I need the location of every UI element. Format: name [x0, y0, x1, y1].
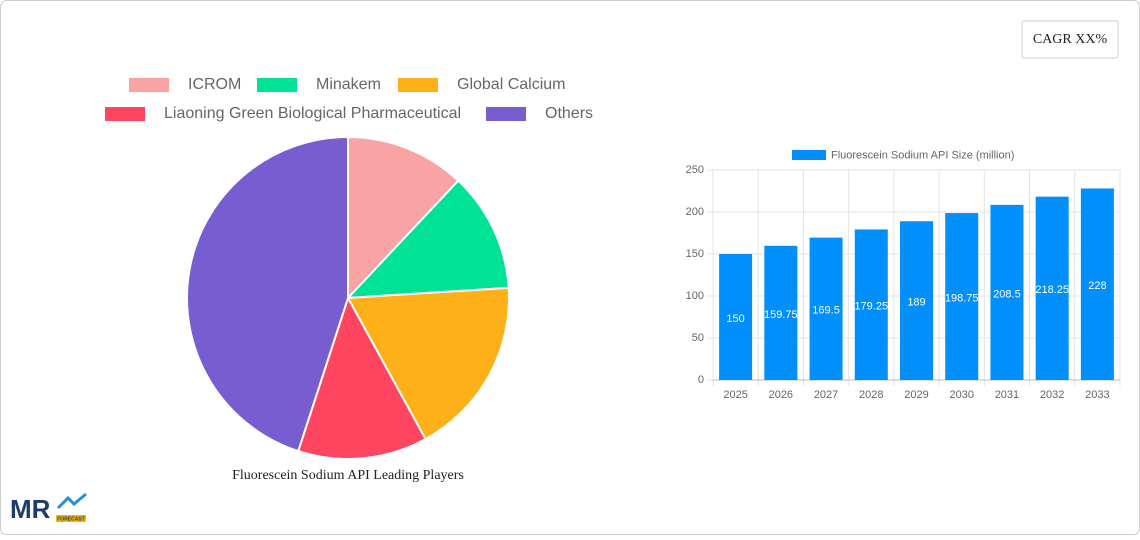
- bar-value-label: 198.75: [945, 292, 979, 304]
- y-tick-label: 0: [698, 374, 704, 386]
- pie-slice: [347, 135, 460, 301]
- x-tick-label: 2025: [723, 389, 747, 401]
- legend-label: Fluorescein Sodium API Size (million): [831, 149, 1014, 161]
- pie-slice: [186, 135, 349, 453]
- legend-swatch: [398, 78, 438, 92]
- pie-slice: [345, 179, 510, 300]
- logo-tagline: FORECAST: [57, 516, 85, 522]
- bar: [945, 213, 979, 380]
- bar: [764, 245, 798, 380]
- x-tick-label: 2033: [1085, 389, 1109, 401]
- bar: [1035, 196, 1069, 380]
- logo-text: MR: [10, 494, 51, 524]
- bar-value-label: 169.5: [812, 305, 840, 317]
- legend-label: Global Calcium: [457, 76, 565, 93]
- x-tick-label: 2026: [769, 389, 793, 401]
- legend-label: ICROM: [188, 76, 241, 93]
- bar-value-label: 179.25: [854, 301, 888, 313]
- legend-label: Others: [545, 105, 593, 122]
- bar: [1080, 188, 1114, 380]
- legend-label: Liaoning Green Biological Pharmaceutical: [164, 105, 461, 122]
- bar: [990, 204, 1024, 380]
- bar: [809, 237, 843, 380]
- legend-swatch: [486, 107, 526, 121]
- bar-value-label: 189: [907, 297, 925, 309]
- bar-value-label: 218.25: [1035, 284, 1069, 296]
- pie-slice: [346, 286, 510, 441]
- bar-value-label: 228: [1088, 280, 1106, 292]
- legend-swatch: [257, 78, 297, 92]
- y-tick-label: 100: [686, 290, 704, 302]
- logo-band: [56, 515, 86, 522]
- y-tick-label: 250: [686, 164, 704, 176]
- logo-arrow: [56, 492, 87, 510]
- pie-slice: [296, 295, 427, 460]
- y-tick-label: 50: [692, 332, 704, 344]
- bar-value-label: 208.5: [993, 288, 1021, 300]
- logo: MR FORECAST: [10, 492, 87, 524]
- cagr-box: [1021, 20, 1119, 59]
- y-tick-label: 200: [686, 206, 704, 218]
- bar: [854, 229, 888, 380]
- bar-value-label: 150: [726, 313, 744, 325]
- x-tick-label: 2029: [904, 389, 928, 401]
- x-tick-label: 2028: [859, 389, 883, 401]
- x-tick-label: 2030: [949, 389, 973, 401]
- x-tick-label: 2027: [814, 389, 838, 401]
- cagr-label: CAGR XX%: [1033, 32, 1108, 47]
- bar: [719, 254, 753, 380]
- legend-swatch: [105, 107, 145, 121]
- legend-swatch: [792, 150, 826, 160]
- legend-label: Minakem: [316, 76, 381, 93]
- bar: [899, 221, 934, 380]
- bar-value-label: 159.75: [764, 309, 798, 321]
- legend-swatch: [129, 78, 169, 92]
- x-tick-label: 2032: [1040, 389, 1064, 401]
- x-tick-label: 2031: [995, 389, 1019, 401]
- y-tick-label: 150: [686, 248, 704, 260]
- pie-title: Fluorescein Sodium API Leading Players: [232, 468, 464, 483]
